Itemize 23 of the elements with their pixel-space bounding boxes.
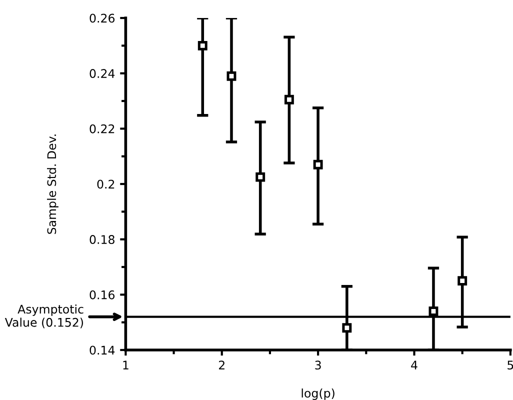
- x-tick-label: 5: [508, 360, 513, 370]
- x-tick-label: 2: [218, 360, 224, 370]
- x-tick-label: 1: [123, 360, 128, 370]
- ref-line-label: Asymptotic Value (0.152): [4, 304, 84, 328]
- y-tick-label: 0.16: [90, 290, 115, 300]
- point: [256, 172, 266, 182]
- x-tick-label: 4: [411, 360, 418, 370]
- point: [342, 323, 352, 333]
- y-tick-label: 0.24: [90, 69, 115, 78]
- x-tick-label: 3: [315, 360, 321, 370]
- point: [428, 306, 438, 316]
- y-tick-label: 0.2: [97, 180, 114, 189]
- y-tick-label: 0.18: [90, 235, 114, 244]
- point: [284, 94, 294, 104]
- y-tick-label: 0.22: [90, 124, 114, 134]
- y-tick-label: 0.26: [90, 14, 115, 23]
- y-axis-title: Sample Std. Dev.: [47, 134, 58, 234]
- x-axis-title: log(p): [302, 388, 334, 400]
- point: [313, 160, 323, 170]
- point: [198, 40, 208, 50]
- y-tick-label: 0.14: [90, 346, 115, 355]
- point: [458, 276, 468, 286]
- point: [226, 71, 236, 81]
